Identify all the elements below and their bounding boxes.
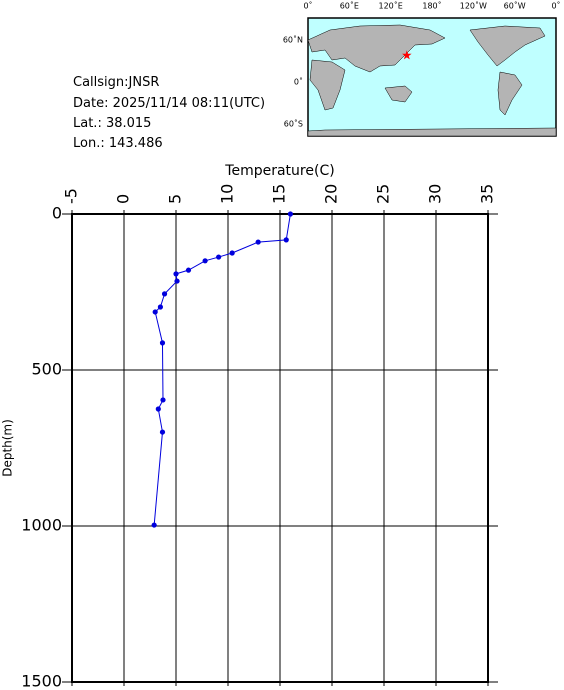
x-tick-label: 10 [218,184,237,204]
data-point [202,258,208,264]
x-tick-label: 5 [166,194,185,204]
continents [307,24,557,137]
map-lon-label: 120˚E [379,1,403,11]
x-tick-label: 0 [114,194,133,204]
data-point [159,340,166,346]
y-tick-label: 1500 [21,672,62,690]
x-tick-label: -5 [62,188,81,204]
y-tick-label: 1000 [21,516,62,535]
date: Date: 2025/11/14 08:11(UTC) [73,96,265,111]
map-lon-label: 120˚W [460,1,487,11]
data-point [155,406,161,412]
y-axis-title: Depth(m) [1,419,15,477]
map-lon-label: 0˚ [303,1,312,11]
data-point [255,239,261,245]
latitude: Lat.: 38.015 [73,116,151,131]
map-lon-label: 60˚W [504,1,526,11]
data-point [185,267,192,273]
data-point [287,211,293,217]
map-lat-label: 0˚ [294,77,303,87]
station-marker [402,50,412,60]
map-lat-label: 60˚N [283,35,303,45]
data-point [216,254,222,260]
y-tick-label: 500 [31,360,62,379]
data-point [229,250,235,256]
callsign: Callsign:JNSR [73,75,159,90]
data-point [160,397,166,403]
x-tick-label: 30 [426,184,445,204]
data-point [151,522,157,528]
plot-frame [71,213,489,683]
data-point [174,278,180,284]
data-point [159,429,166,435]
map-lon-label: 60˚E [340,1,359,11]
data-point [157,304,163,310]
data-point [283,237,289,243]
x-tick-label: 20 [322,184,341,204]
world-map [307,17,557,137]
map-lat-label: 60˚S [284,119,303,129]
map-lon-label: 180˚ [422,1,441,11]
x-tick-label: 15 [270,184,289,204]
map-lon-label: 0˚ [551,1,560,11]
x-tick-label: 25 [374,184,393,204]
data-point [152,309,158,315]
x-axis-title: Temperature(C) [224,163,334,179]
x-tick-label: 35 [478,184,497,204]
data-point [173,271,179,277]
data-point [161,291,168,297]
y-tick-label: 0 [52,204,62,223]
longitude: Lon.: 143.486 [73,136,163,151]
